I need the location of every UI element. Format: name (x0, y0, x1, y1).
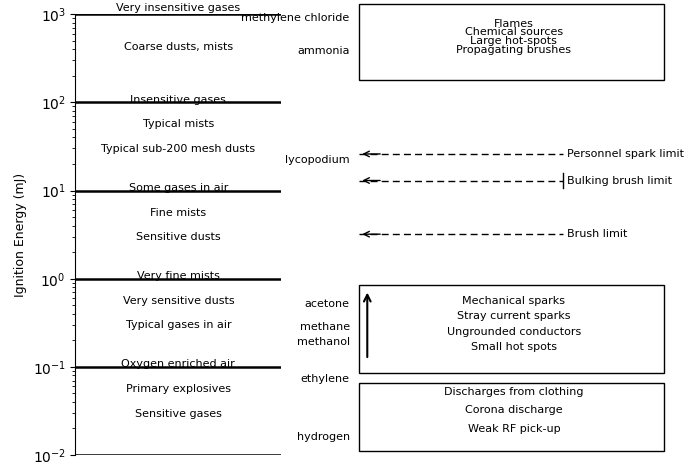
Text: Mechanical sparks: Mechanical sparks (462, 296, 565, 306)
Text: Insensitive gases: Insensitive gases (130, 95, 226, 105)
Text: Propagating brushes: Propagating brushes (456, 45, 571, 55)
Text: acetone: acetone (305, 299, 350, 309)
Text: Very insensitive gases: Very insensitive gases (117, 3, 240, 13)
Text: Sensitive gases: Sensitive gases (135, 409, 222, 419)
Text: lycopodium: lycopodium (285, 155, 350, 165)
Text: Sensitive dusts: Sensitive dusts (136, 232, 221, 242)
Text: Corona discharge: Corona discharge (465, 405, 563, 415)
Text: methanol: methanol (296, 337, 350, 347)
Text: Stray current sparks: Stray current sparks (457, 311, 571, 321)
Text: Typical sub-200 mesh dusts: Typical sub-200 mesh dusts (102, 144, 255, 154)
Y-axis label: Ignition Energy (mJ): Ignition Energy (mJ) (14, 173, 27, 297)
Text: Brush limit: Brush limit (567, 229, 627, 239)
Text: Personnel spark limit: Personnel spark limit (567, 149, 684, 159)
Text: Coarse dusts, mists: Coarse dusts, mists (123, 42, 233, 52)
Text: Bulking brush limit: Bulking brush limit (567, 175, 672, 185)
Text: Fine mists: Fine mists (150, 208, 206, 218)
Text: Very sensitive dusts: Very sensitive dusts (123, 296, 234, 306)
Text: Primary explosives: Primary explosives (126, 384, 231, 394)
Text: ethylene: ethylene (300, 374, 350, 384)
Text: Weak RF pick-up: Weak RF pick-up (468, 424, 560, 434)
Text: Discharges from clothing: Discharges from clothing (444, 387, 584, 397)
Text: Chemical sources: Chemical sources (465, 27, 563, 37)
Text: Oxygen enriched air: Oxygen enriched air (121, 359, 235, 369)
Text: Some gases in air: Some gases in air (129, 183, 228, 193)
Text: Large hot-spots: Large hot-spots (471, 36, 557, 46)
Text: hydrogen: hydrogen (296, 432, 350, 442)
Text: methane: methane (300, 322, 350, 332)
Text: Typical mists: Typical mists (143, 119, 214, 129)
Text: methylene chloride: methylene chloride (241, 13, 350, 23)
Text: Typical gases in air: Typical gases in air (126, 320, 231, 330)
Text: Flames: Flames (494, 19, 534, 29)
Text: Small hot spots: Small hot spots (471, 342, 557, 352)
Text: Ungrounded conductors: Ungrounded conductors (447, 327, 581, 337)
Text: ammonia: ammonia (297, 46, 350, 56)
Text: Very fine mists: Very fine mists (137, 271, 220, 281)
